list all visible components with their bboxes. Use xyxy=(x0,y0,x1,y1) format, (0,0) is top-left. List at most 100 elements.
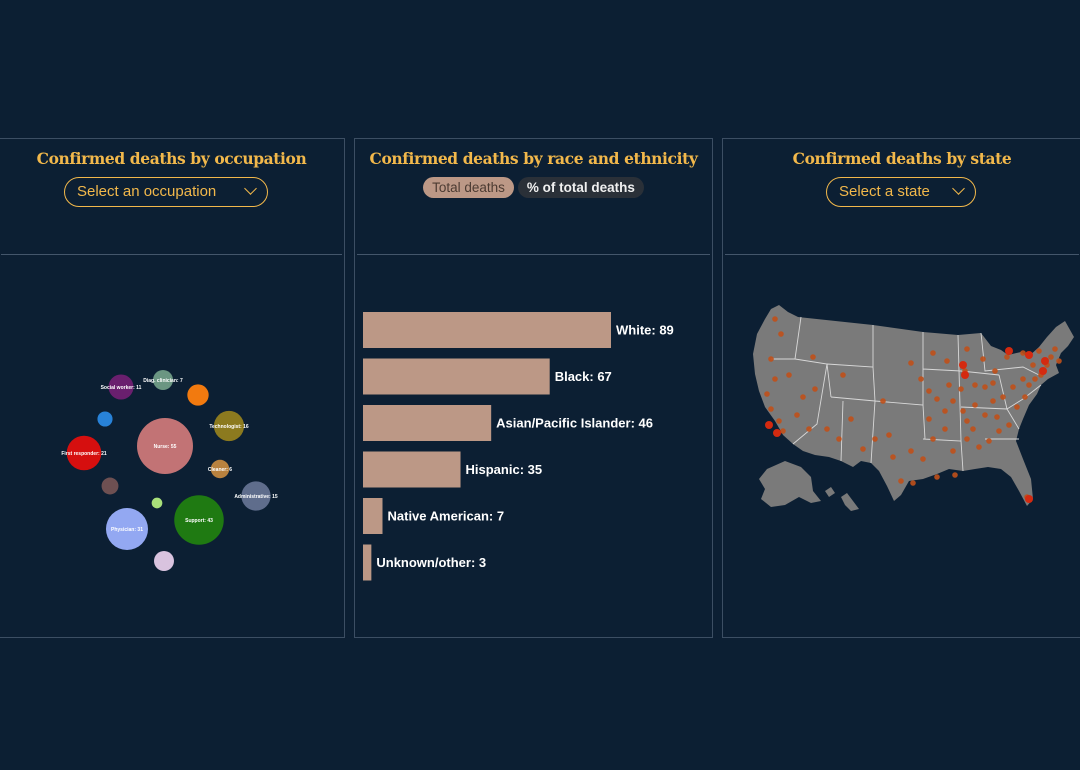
alaska-shape xyxy=(759,461,821,507)
location-dot xyxy=(1052,346,1058,352)
location-dot xyxy=(930,436,936,442)
panel-divider xyxy=(1,254,342,255)
location-dot xyxy=(990,398,996,404)
bar-label: Hispanic: 35 xyxy=(466,462,543,477)
location-dot xyxy=(768,356,774,362)
location-dot xyxy=(992,368,998,374)
bar-label: Asian/Pacific Islander: 46 xyxy=(496,416,653,431)
location-dot xyxy=(958,386,964,392)
occupation-title: Confirmed deaths by occupation xyxy=(36,149,307,168)
location-dot xyxy=(910,480,916,486)
occupation-bubble[interactable] xyxy=(187,384,209,406)
location-dot xyxy=(942,408,948,414)
location-dot xyxy=(952,472,958,478)
location-dot xyxy=(786,372,792,378)
location-dot xyxy=(976,444,982,450)
occupation-bubble[interactable] xyxy=(66,435,102,471)
total-deaths-toggle[interactable]: Total deaths xyxy=(423,177,514,198)
bubble-label: Administrative: 15 xyxy=(234,494,278,500)
location-dot xyxy=(1032,376,1038,382)
bubble-label: Cleaner: 6 xyxy=(208,467,232,473)
location-dot xyxy=(908,448,914,454)
location-dot xyxy=(1010,384,1016,390)
bubble-label: First responder: 21 xyxy=(61,451,107,457)
race-bar-chart: White: 89 Black: 67 Asian/Pacific Islander… xyxy=(363,312,674,581)
location-dot xyxy=(990,380,996,386)
location-dot xyxy=(824,426,830,432)
location-dot xyxy=(908,360,914,366)
location-dot-large xyxy=(1025,351,1033,359)
bubble-label: Physician: 31 xyxy=(111,527,143,533)
occupation-bubble[interactable] xyxy=(105,507,149,551)
state-title: Confirmed deaths by state xyxy=(792,149,1012,168)
state-select[interactable]: Select a state xyxy=(826,177,976,207)
location-dot xyxy=(860,446,866,452)
location-dot xyxy=(810,354,816,360)
location-dot xyxy=(980,356,986,362)
bar-label: Black: 67 xyxy=(555,369,612,384)
location-dot-large xyxy=(773,429,781,437)
location-dot xyxy=(812,386,818,392)
hawaii-shape xyxy=(825,487,859,511)
race-title: Confirmed deaths by race and ethnicity xyxy=(369,149,698,168)
bar-asian-pacific-islander[interactable] xyxy=(363,405,492,441)
location-dot xyxy=(1020,376,1026,382)
location-dot xyxy=(1020,350,1026,356)
occupation-select[interactable]: Select an occupation xyxy=(64,177,268,207)
bar-native-american[interactable] xyxy=(363,498,383,534)
location-dot xyxy=(1026,382,1032,388)
bar-black[interactable] xyxy=(363,358,550,395)
location-dot xyxy=(772,376,778,382)
occupation-bubble[interactable] xyxy=(213,410,245,442)
location-dot-large xyxy=(1041,357,1049,365)
occupation-bubble[interactable] xyxy=(101,477,119,495)
location-dot xyxy=(946,382,952,388)
location-dot xyxy=(964,418,970,424)
location-dot xyxy=(982,412,988,418)
occupation-bubble[interactable] xyxy=(174,495,224,545)
location-dot xyxy=(996,428,1002,434)
death-location-dots xyxy=(764,316,1062,503)
bar-white[interactable] xyxy=(363,312,611,348)
occupation-bubble[interactable] xyxy=(154,551,174,571)
location-dot xyxy=(972,402,978,408)
location-dot xyxy=(764,391,770,397)
occupation-bubble[interactable] xyxy=(241,481,271,511)
occupation-bubble[interactable] xyxy=(153,370,173,390)
location-dot xyxy=(1014,404,1020,410)
location-dot xyxy=(776,418,782,424)
occupation-bubble[interactable] xyxy=(137,418,193,474)
percent-deaths-toggle[interactable]: % of total deaths xyxy=(517,177,644,198)
location-dot xyxy=(898,478,904,484)
location-dot xyxy=(918,376,924,382)
location-dot xyxy=(872,436,878,442)
bubble-label: Technologist: 16 xyxy=(209,424,249,430)
location-dot xyxy=(1030,362,1036,368)
bar-label: Unknown/other: 3 xyxy=(376,555,486,570)
location-dot xyxy=(960,408,966,414)
us-state-map[interactable] xyxy=(723,139,1080,639)
location-dot xyxy=(768,406,774,412)
bar-hispanic[interactable] xyxy=(363,451,461,488)
location-dot xyxy=(982,384,988,390)
location-dot-large xyxy=(1025,495,1033,503)
location-dot xyxy=(950,398,956,404)
location-dot xyxy=(886,432,892,438)
occupation-bubble[interactable] xyxy=(97,411,113,427)
occupation-select-label: Select an occupation xyxy=(77,183,217,200)
panel-divider xyxy=(725,254,1079,255)
bubble-label: Nurse: 55 xyxy=(154,444,177,450)
bubble-label: Diag. clinician: 7 xyxy=(143,378,183,384)
bubble-label: Social worker: 11 xyxy=(101,385,142,391)
state-select-label: Select a state xyxy=(839,183,930,200)
location-dot xyxy=(780,428,786,434)
location-dot xyxy=(778,331,784,337)
bar-unknown-other[interactable] xyxy=(363,544,372,581)
occupation-bubble[interactable] xyxy=(210,459,230,479)
occupation-bubble[interactable] xyxy=(151,497,163,509)
occupation-bubble[interactable] xyxy=(108,374,134,400)
state-panel: Confirmed deaths by state Select a state xyxy=(722,138,1080,638)
location-dot-large xyxy=(1005,347,1013,355)
location-dot xyxy=(836,436,842,442)
bar-label: White: 89 xyxy=(616,323,674,338)
